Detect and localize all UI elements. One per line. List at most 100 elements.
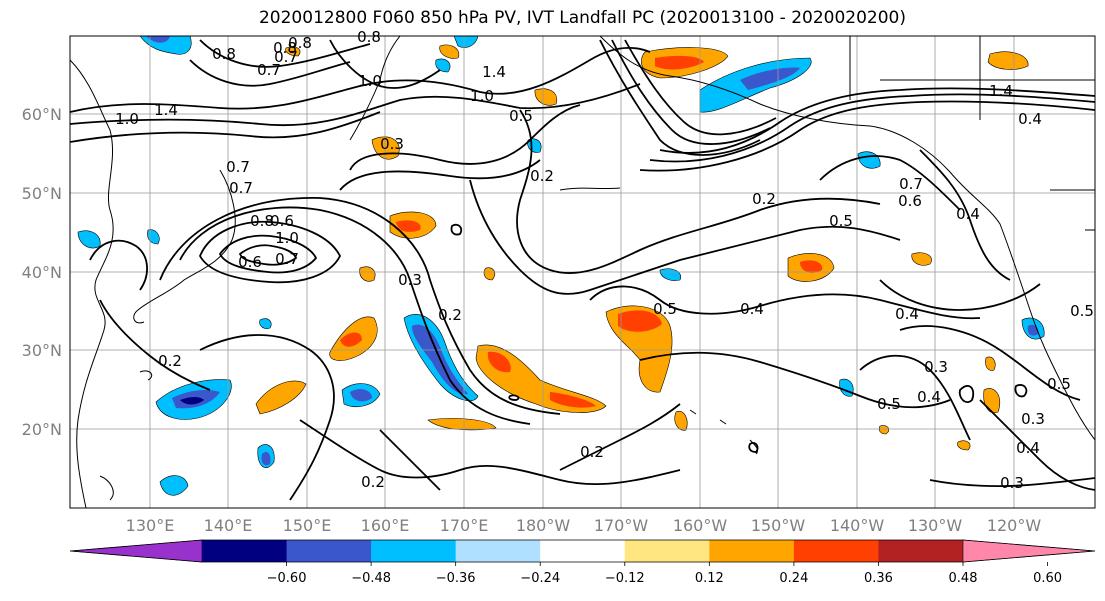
contour-line xyxy=(639,351,951,409)
pv-contours xyxy=(70,39,1095,501)
contour-label: 0.8 xyxy=(212,45,236,63)
neg-blob xyxy=(435,58,451,73)
contour-label: 1.4 xyxy=(482,63,506,81)
contour-line xyxy=(189,59,351,87)
contour-line xyxy=(379,403,681,491)
contour-label: 1.0 xyxy=(275,229,299,247)
positive-core-shading xyxy=(340,55,823,408)
contour-line xyxy=(611,39,771,145)
contour-line xyxy=(748,442,759,453)
neg-deep xyxy=(180,397,204,405)
contour-label: 0.3 xyxy=(924,358,948,376)
longitude-label: 130°E xyxy=(126,516,175,535)
contour-line xyxy=(879,279,1041,311)
pos-core xyxy=(800,260,823,273)
contour-label: 0.5 xyxy=(829,212,853,230)
longitude-label: 150°W xyxy=(751,516,806,535)
latitude-labels: 60°N 50°N 40°N 30°N 20°N xyxy=(22,105,62,439)
contour-label: 0.8 xyxy=(357,28,381,46)
contour-line xyxy=(199,39,371,68)
negative-deep-shading xyxy=(180,397,204,405)
contour-line xyxy=(299,419,681,485)
contour-label: 0.2 xyxy=(752,190,776,208)
coastline-japan xyxy=(133,169,236,324)
contour-line xyxy=(516,109,881,275)
pos-blob xyxy=(987,51,1029,70)
contour-label: 0.8 xyxy=(250,212,274,230)
contour-label: 1.0 xyxy=(358,72,382,90)
colorbar-segment xyxy=(793,540,879,562)
neg-core xyxy=(350,389,372,402)
coastline-alaska xyxy=(599,36,1095,441)
pos-blob xyxy=(439,44,460,59)
contour-line xyxy=(349,104,581,171)
contour-label: 0.2 xyxy=(438,306,462,324)
contour-label: 0.7 xyxy=(257,61,281,79)
colorbar-segment xyxy=(202,540,288,562)
colorbar-segment xyxy=(878,540,964,562)
contour-line xyxy=(899,325,1081,401)
neg-core xyxy=(261,451,271,466)
contour-line xyxy=(329,39,441,89)
contour-line xyxy=(159,197,561,415)
contour-label: 0.6 xyxy=(270,212,294,230)
contour-line xyxy=(70,46,651,113)
contour-label: 0.8 xyxy=(288,34,312,52)
pos-blob xyxy=(359,266,376,282)
latitude-label: 20°N xyxy=(22,420,62,439)
pos-blob xyxy=(674,410,688,431)
contour-label: 0.5 xyxy=(877,395,901,413)
contour-line xyxy=(919,149,1011,281)
colorbar-tick-label: −0.36 xyxy=(436,571,476,586)
colorbar-extend-low xyxy=(69,539,203,563)
pos-core xyxy=(487,351,511,373)
contour-line xyxy=(99,299,211,391)
contour-labels: 0.80.70.80.71.0 1.41.41.01.00.80.70.80.60… xyxy=(115,28,1094,492)
contour-line xyxy=(649,93,1095,163)
colorbar-tick-label: 0.24 xyxy=(779,571,808,586)
longitude-label: 160°E xyxy=(361,516,410,535)
contour-label: 0.7 xyxy=(274,48,298,66)
map-frame xyxy=(69,35,1096,509)
colorbar-tick-label: 0.48 xyxy=(949,571,978,586)
pos-core xyxy=(655,55,704,70)
colorbar-extend-high xyxy=(962,539,1096,563)
chart-title: 2020012800 F060 850 hPa PV, IVT Landfall… xyxy=(258,8,906,28)
coastline-canada xyxy=(849,36,1095,231)
contour-label: 0.2 xyxy=(158,352,182,370)
colorbar-tick-label: −0.12 xyxy=(605,571,645,586)
contour-label: 0.8 xyxy=(273,39,297,57)
colorbar-tick-label: −0.60 xyxy=(267,571,307,586)
contour-line xyxy=(70,83,641,127)
contour-label: 0.4 xyxy=(895,305,919,323)
neg-blob xyxy=(147,229,160,245)
contour-label: 0.4 xyxy=(740,300,764,318)
longitude-label: 120°W xyxy=(987,516,1042,535)
colorbar-tick-label: 0.12 xyxy=(695,571,724,586)
contour-line xyxy=(199,220,342,284)
contour-label: 0.5 xyxy=(653,300,677,318)
contour-label: 1.0 xyxy=(470,87,494,105)
contour-label: 0.3 xyxy=(1021,410,1045,428)
colorbar-segment xyxy=(540,540,626,562)
pos-blob xyxy=(427,418,497,431)
coastline-kamchatka xyxy=(349,36,401,141)
pos-blob xyxy=(911,252,932,266)
contour-line xyxy=(929,477,1095,487)
contour-line xyxy=(1014,384,1028,398)
neg-blob xyxy=(159,475,189,496)
neg-blob xyxy=(259,318,272,329)
contour-label: 1.0 xyxy=(115,110,139,128)
longitude-label: 170°E xyxy=(440,516,489,535)
contour-line xyxy=(599,39,761,156)
contour-label: 0.2 xyxy=(530,167,554,185)
contour-line xyxy=(199,334,335,501)
contour-label: 0.6 xyxy=(238,253,262,271)
pos-core xyxy=(550,392,596,408)
latitude-label: 50°N xyxy=(22,184,62,203)
colorbar-segment xyxy=(371,540,457,562)
contour-line xyxy=(589,285,981,320)
neg-core xyxy=(740,67,800,90)
coastline-islands xyxy=(99,370,153,501)
contour-line xyxy=(659,87,1095,154)
